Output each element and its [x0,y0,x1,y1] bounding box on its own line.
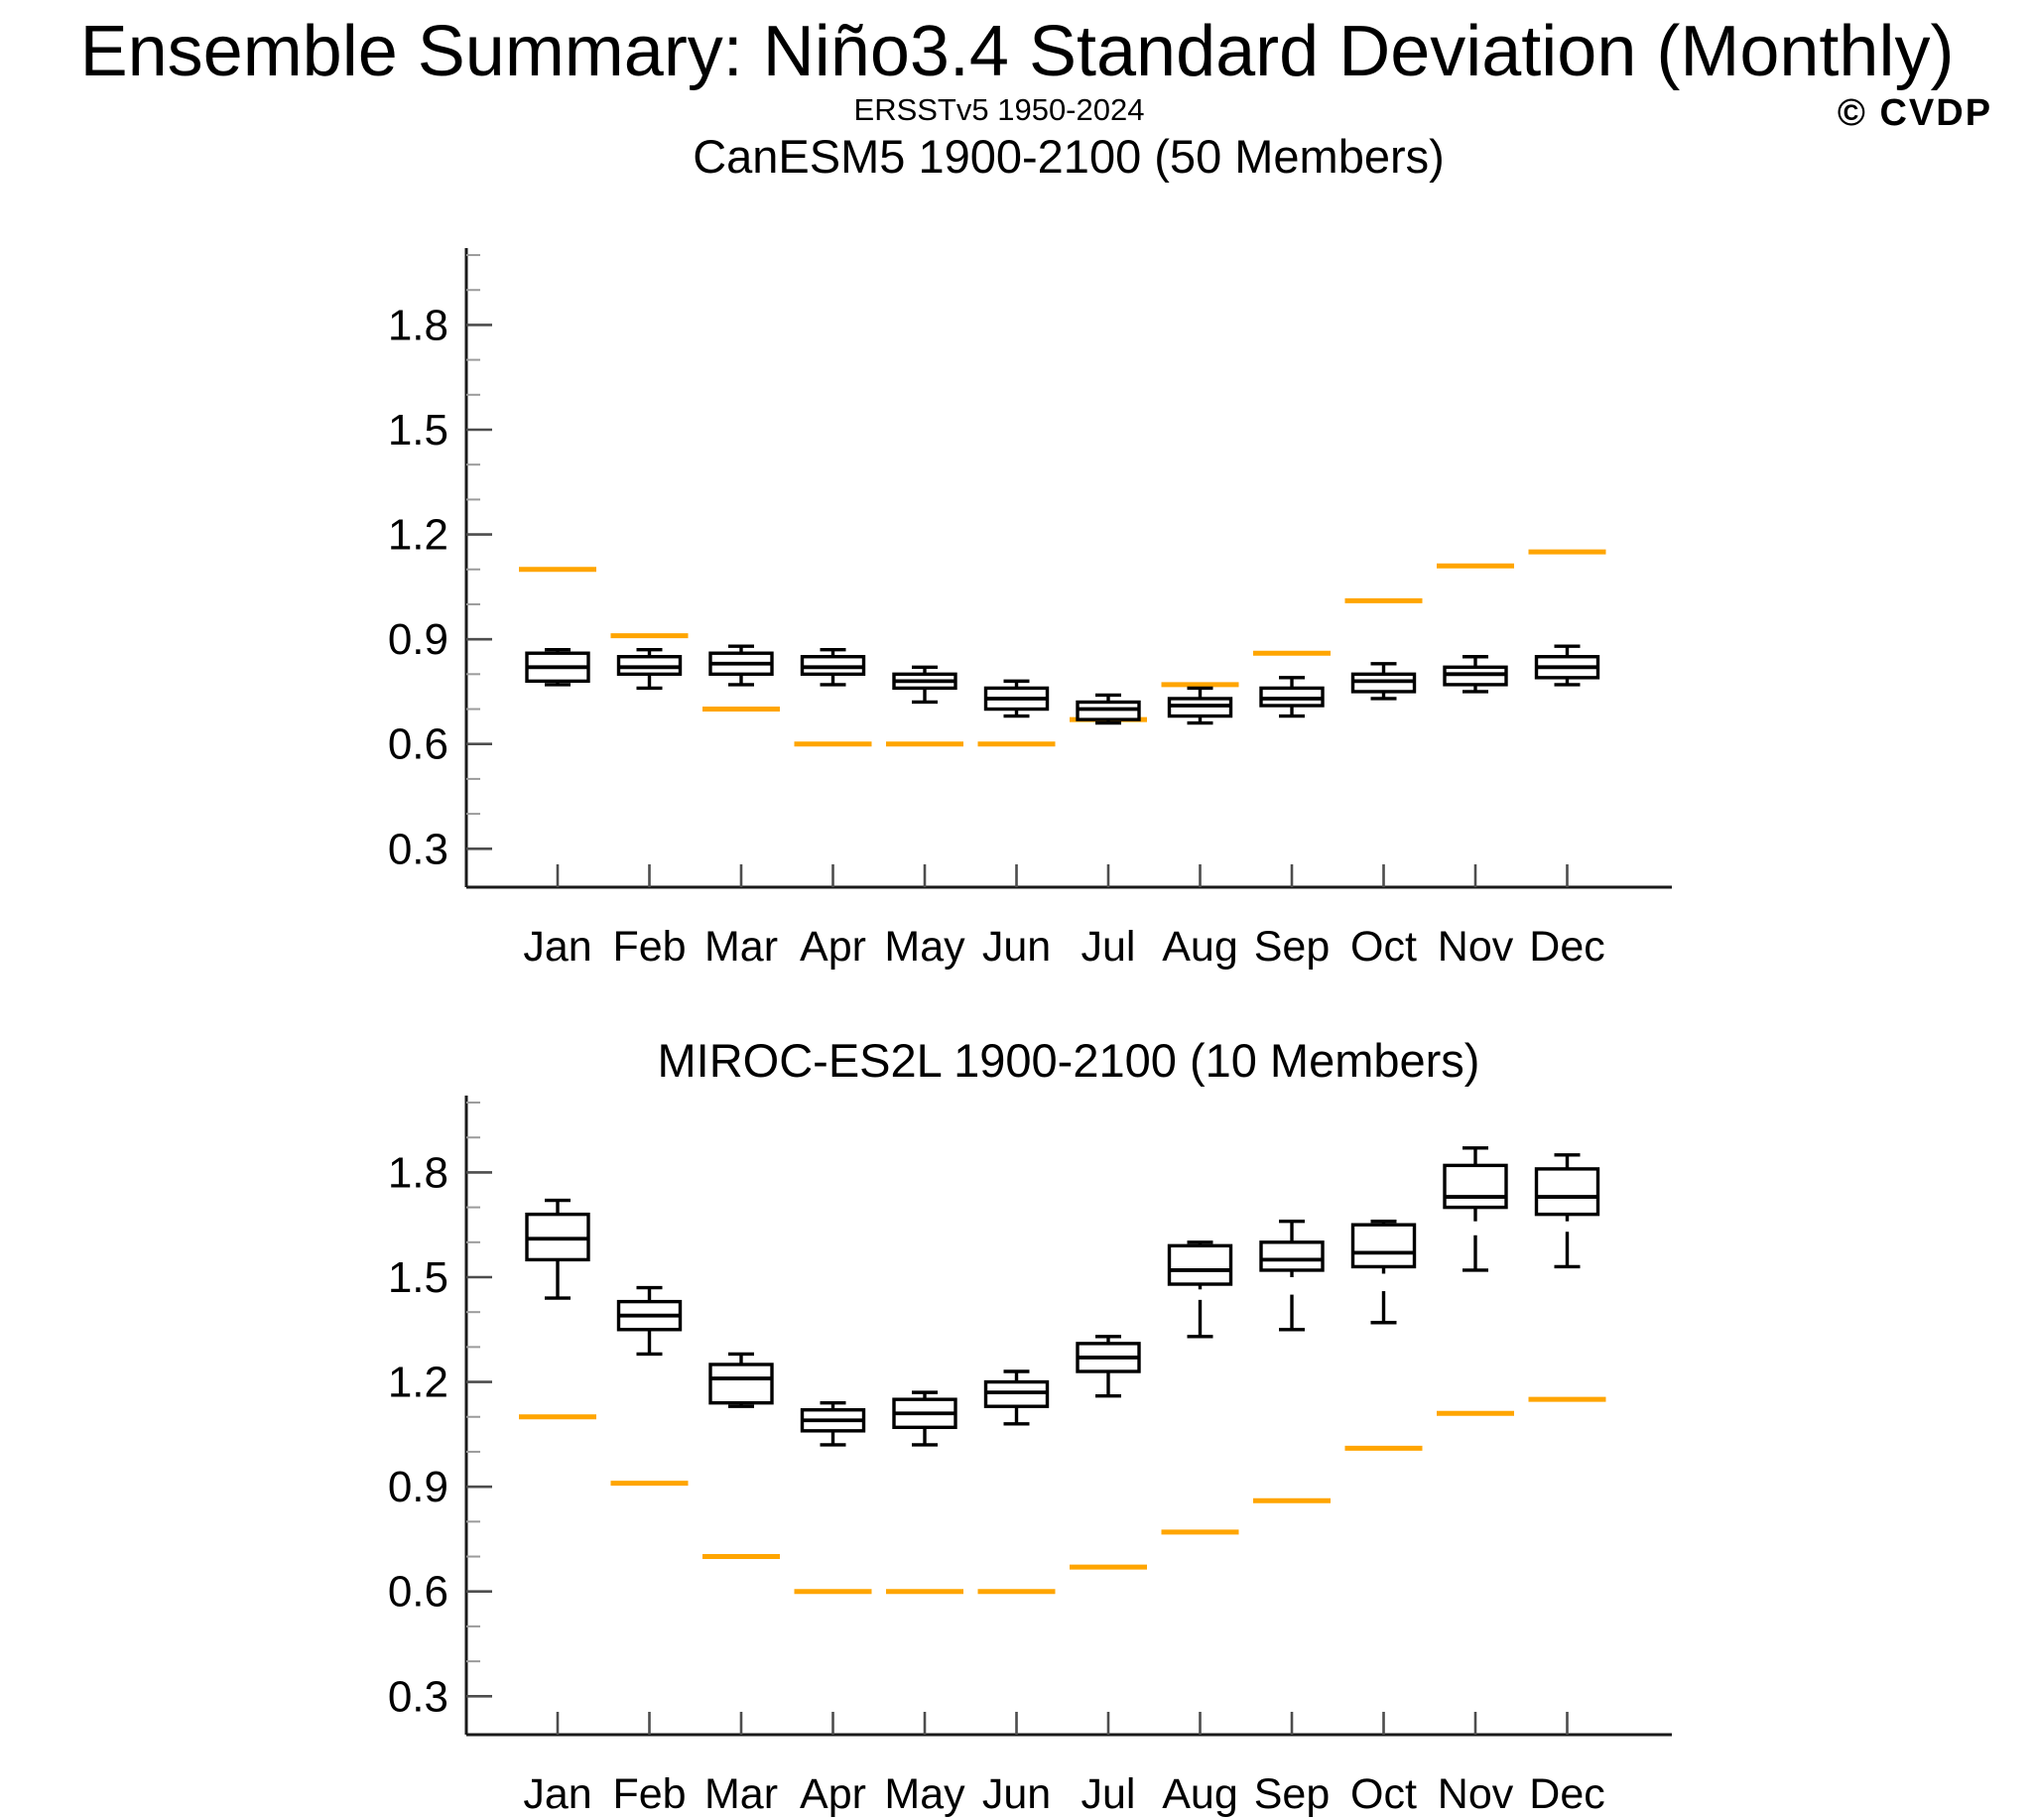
month-label-Feb: Feb [612,1770,686,1818]
y-tick-label-1.8: 1.8 [388,301,448,349]
y-tick-label-1.2: 1.2 [388,1359,448,1407]
month-label-Jan: Jan [523,1770,591,1818]
month-label-Sep: Sep [1254,923,1331,971]
month-label-Jul: Jul [1081,923,1136,971]
axes: 0.3 0.6 0.9 1.2 1.5 1.8 Jan Feb Mar Apr May Jun Jul A… [388,1096,1672,1818]
iqr-box [1443,1163,1508,1210]
month-label-Jan: Jan [523,923,591,971]
month-label-Jun: Jun [982,923,1051,971]
iqr-box [1259,1240,1325,1272]
month-label-Oct: Oct [1350,1770,1417,1818]
box-jun [983,1369,1050,1426]
box-mar [708,1352,774,1408]
month-label-Mar: Mar [704,923,778,971]
box-apr [800,1400,866,1447]
box-nov [1443,1146,1508,1272]
cvdp-watermark: © CVDP [1838,92,1992,134]
box-aug [1167,1240,1233,1339]
box-jan [525,1198,590,1300]
axes: 0.3 0.6 0.9 1.2 1.5 1.8 Jan Feb Mar Apr May Jun Jul A… [388,248,1672,971]
obs-overlay-ERSSTv5-1950-2024 [519,1396,1606,1595]
month-label-Feb: Feb [612,923,686,971]
month-label-Jun: Jun [982,1770,1051,1818]
iqr-box [1534,1167,1600,1217]
box-sep [1259,676,1325,718]
box-feb [616,647,683,691]
panel1-title: CanESM5 1900-2100 (50 Members) [693,130,1445,183]
box-apr [800,647,866,687]
box-may [892,665,957,705]
y-tick-label-0.3: 0.3 [388,825,448,873]
iqr-box [708,1363,774,1405]
month-label-May: May [884,923,965,971]
y-tick-label-0.6: 0.6 [388,720,448,769]
box-jul [1076,693,1141,725]
y-tick-label-0.9: 0.9 [388,615,448,664]
box-oct [1350,1219,1417,1325]
month-label-May: May [884,1770,965,1818]
month-label-Mar: Mar [704,1770,778,1818]
box-jan [525,647,590,687]
box-jun [983,679,1050,718]
month-label-Aug: Aug [1162,1770,1238,1818]
panel-canesm5-boxplot: 0.3 0.6 0.9 1.2 1.5 1.8 Jan Feb Mar Apr May Jun Jul A… [388,248,1672,971]
y-tick-label-0.6: 0.6 [388,1568,448,1617]
box-sep [1259,1219,1325,1332]
box-jul [1076,1335,1141,1398]
box-dec [1534,644,1600,687]
box-mar [708,644,774,687]
month-label-Apr: Apr [800,923,866,971]
month-label-Apr: Apr [800,1770,866,1818]
y-tick-label-1.8: 1.8 [388,1148,448,1197]
box-feb [616,1285,683,1357]
box-aug [1167,686,1233,725]
month-label-Dec: Dec [1529,923,1604,971]
month-label-Oct: Oct [1350,923,1417,971]
page-title: Ensemble Summary: Niño3.4 Standard Devia… [80,12,1955,91]
month-label-Aug: Aug [1162,923,1238,971]
month-label-Sep: Sep [1254,1770,1331,1818]
month-label-Nov: Nov [1438,923,1514,971]
y-tick-label-1.5: 1.5 [388,406,448,455]
box-oct [1350,662,1417,701]
y-tick-label-0.3: 0.3 [388,1672,448,1721]
month-label-Dec: Dec [1529,1770,1604,1818]
y-tick-label-1.2: 1.2 [388,511,448,560]
y-tick-label-1.5: 1.5 [388,1253,448,1302]
panel2-title: MIROC-ES2L 1900-2100 (10 Members) [658,1034,1480,1087]
iqr-box [1167,1243,1233,1286]
panel-miroc-es2l-boxplot: 0.3 0.6 0.9 1.2 1.5 1.8 Jan Feb Mar Apr May Jun Jul A… [388,1096,1672,1818]
box-may [892,1390,957,1447]
iqr-box [1350,1223,1417,1269]
month-label-Jul: Jul [1081,1770,1136,1818]
page-subtitle: ERSSTv5 1950-2024 [854,92,1145,127]
box-dec [1534,1153,1600,1269]
month-label-Nov: Nov [1438,1770,1514,1818]
box-nov [1443,655,1508,694]
y-tick-label-0.9: 0.9 [388,1463,448,1511]
obs-overlay-ERSSTv5-1950-2024 [519,549,1606,747]
